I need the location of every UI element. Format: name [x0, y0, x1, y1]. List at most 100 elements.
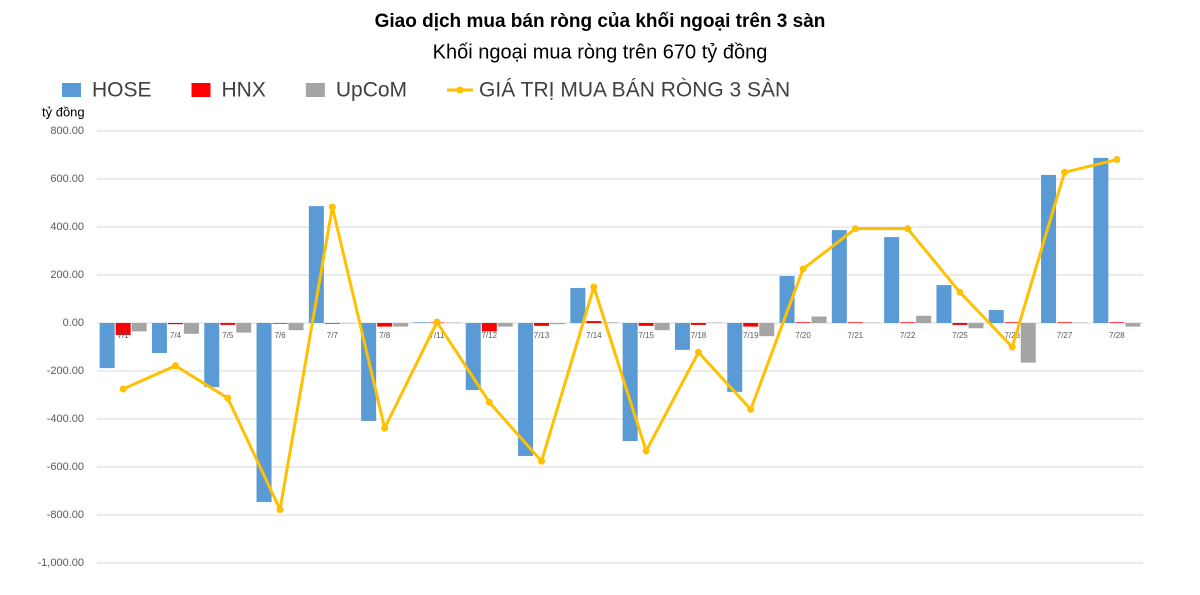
x-tick-label: 7/8 — [379, 331, 391, 340]
line — [122, 158, 1118, 511]
bar — [1041, 174, 1057, 323]
bar — [183, 323, 199, 334]
bar — [690, 323, 706, 325]
bar — [884, 237, 900, 323]
y-tick-label: -600.00 — [47, 461, 84, 473]
bar — [638, 323, 654, 326]
bar — [602, 322, 618, 323]
bar — [324, 323, 340, 324]
line-marker — [276, 505, 284, 513]
x-tick-label: 7/1 — [118, 331, 130, 340]
bar — [413, 322, 429, 323]
x-tick-label: 7/26 — [1004, 331, 1020, 340]
y-tick-label: 400.00 — [50, 221, 84, 233]
bar — [586, 321, 602, 323]
line-marker — [799, 265, 807, 273]
y-tick-label: -200.00 — [47, 365, 84, 377]
legend-swatch — [305, 83, 325, 97]
bar — [743, 323, 759, 327]
y-tick-label: 600.00 — [50, 173, 84, 185]
y-tick-label: -800.00 — [47, 509, 84, 521]
line-marker — [956, 288, 964, 296]
x-tick-label: 7/15 — [638, 331, 654, 340]
line-marker — [904, 225, 912, 233]
bar — [570, 287, 586, 323]
bar — [779, 275, 795, 323]
y-tick-label: -400.00 — [47, 413, 84, 425]
x-tick-label: 7/19 — [743, 331, 759, 340]
bar — [393, 323, 409, 327]
bar — [759, 323, 775, 337]
bar — [795, 322, 811, 323]
legend-label: GIÁ TRỊ MUA BÁN RÒNG 3 SÀN — [479, 79, 790, 102]
legend-label: HOSE — [92, 79, 152, 102]
bar — [167, 323, 183, 325]
bar — [952, 323, 968, 325]
x-tick-label: 7/14 — [586, 331, 602, 340]
x-tick-label: 7/22 — [900, 331, 916, 340]
bar — [151, 323, 167, 353]
line-marker — [747, 405, 755, 413]
x-tick-label: 7/27 — [1057, 331, 1073, 340]
bar — [654, 323, 670, 331]
legend-swatch — [62, 83, 81, 97]
line-marker — [642, 447, 650, 455]
line-marker — [1061, 168, 1069, 176]
line-marker — [328, 203, 336, 211]
line-marker — [485, 398, 493, 406]
x-tick-label: 7/5 — [222, 331, 234, 340]
bar — [481, 323, 497, 332]
line-marker — [433, 318, 441, 326]
x-tick-label: 7/21 — [848, 331, 864, 340]
bar — [674, 323, 690, 350]
bar — [1093, 157, 1109, 323]
line-marker — [1113, 156, 1121, 164]
x-tick-label: 7/18 — [691, 331, 707, 340]
line-marker — [1008, 343, 1016, 351]
bar — [204, 323, 220, 388]
bar — [99, 323, 115, 369]
bar — [220, 323, 236, 325]
y-tick-label: 200.00 — [50, 269, 84, 281]
bar — [288, 323, 304, 331]
bar — [497, 323, 513, 327]
bar — [534, 323, 550, 326]
bar — [1125, 323, 1141, 327]
x-tick-label: 7/12 — [481, 331, 497, 340]
legend-label: HNX — [222, 79, 266, 102]
y-axis-title: tỷ đồng — [42, 104, 85, 119]
line-marker — [851, 225, 859, 233]
bar — [377, 323, 393, 327]
bar — [115, 323, 131, 335]
line-marker — [119, 385, 127, 393]
bar — [916, 315, 932, 323]
legend-label: UpCoM — [336, 79, 407, 102]
y-tick-label: -1,000.00 — [38, 557, 84, 569]
bar — [550, 323, 566, 325]
y-tick-label: 0.00 — [63, 317, 84, 329]
bar — [988, 310, 1004, 323]
bar — [936, 285, 952, 323]
line-marker — [538, 457, 546, 465]
bar — [518, 323, 534, 456]
x-tick-label: 7/11 — [429, 331, 445, 340]
legend-swatch — [191, 83, 211, 97]
x-tick-label: 7/25 — [952, 331, 968, 340]
y-tick-label: 800.00 — [50, 125, 84, 137]
bar — [131, 323, 147, 332]
bar — [900, 322, 916, 323]
bar — [1004, 322, 1020, 323]
bar — [811, 316, 827, 323]
bar — [1020, 323, 1036, 363]
x-tick-label: 7/13 — [534, 331, 550, 340]
line-marker — [224, 394, 232, 402]
bar — [1109, 322, 1125, 323]
legend-swatch — [456, 86, 464, 94]
bar — [1057, 322, 1073, 323]
bar — [272, 323, 288, 324]
x-tick-label: 7/6 — [274, 331, 286, 340]
bar — [236, 323, 252, 333]
bar — [831, 230, 847, 323]
chart-title: Giao dịch mua bán ròng của khối ngoại tr… — [375, 11, 826, 32]
line-marker — [171, 362, 179, 370]
